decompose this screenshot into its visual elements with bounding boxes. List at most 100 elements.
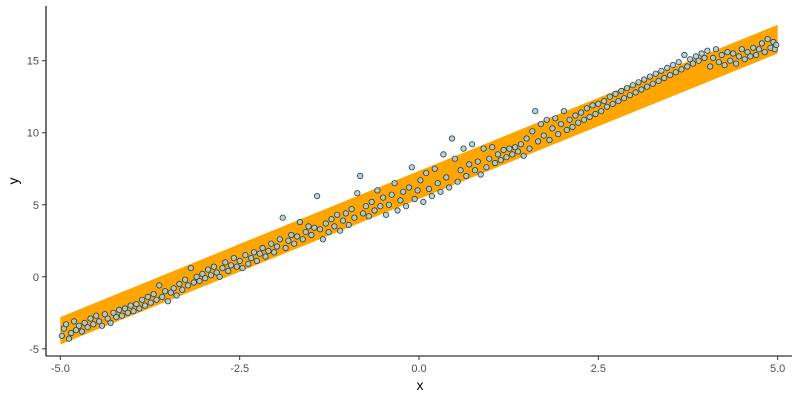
data-point xyxy=(90,321,97,328)
data-point xyxy=(259,244,266,252)
data-point xyxy=(136,305,143,312)
data-point xyxy=(331,223,338,230)
data-point xyxy=(270,249,278,256)
data-point xyxy=(471,167,479,174)
data-point xyxy=(153,296,160,303)
data-point xyxy=(629,82,636,89)
data-point xyxy=(600,98,608,105)
data-point xyxy=(546,136,553,144)
data-point xyxy=(741,56,748,63)
data-point xyxy=(511,144,519,151)
data-point xyxy=(334,211,341,218)
data-point xyxy=(675,59,682,66)
data-point xyxy=(187,264,194,272)
data-point xyxy=(514,148,522,155)
data-point xyxy=(755,46,763,53)
data-point xyxy=(101,311,108,318)
data-point xyxy=(549,125,556,132)
data-point xyxy=(560,108,568,115)
data-point xyxy=(649,80,656,87)
data-point xyxy=(443,174,450,181)
data-point xyxy=(440,151,447,158)
data-point xyxy=(491,159,499,167)
data-point xyxy=(666,72,674,79)
data-point xyxy=(107,319,114,326)
data-point xyxy=(116,306,123,313)
data-point xyxy=(182,276,189,283)
data-point xyxy=(199,270,206,277)
data-point xyxy=(537,121,545,128)
data-point xyxy=(477,171,484,178)
data-point xyxy=(253,257,260,264)
data-point xyxy=(414,187,421,194)
data-point xyxy=(463,172,470,180)
data-point xyxy=(517,141,525,148)
data-point xyxy=(641,76,648,83)
data-point xyxy=(468,141,476,148)
data-point xyxy=(773,41,780,49)
data-point xyxy=(529,128,536,135)
data-point xyxy=(313,193,321,200)
data-point xyxy=(65,335,73,342)
data-point xyxy=(598,108,605,115)
data-point xyxy=(159,293,166,300)
data-point xyxy=(322,220,329,227)
data-point xyxy=(62,321,70,328)
data-point xyxy=(612,90,619,98)
data-point xyxy=(635,79,642,86)
data-point xyxy=(219,264,226,272)
data-point xyxy=(718,51,725,59)
data-point xyxy=(532,108,539,115)
data-point xyxy=(311,224,318,231)
data-point xyxy=(709,54,717,62)
data-point xyxy=(626,92,634,99)
data-point xyxy=(704,47,711,54)
data-point xyxy=(460,145,467,152)
data-point xyxy=(118,312,126,319)
data-point xyxy=(423,170,430,177)
data-point xyxy=(385,201,392,208)
data-point xyxy=(305,223,312,230)
data-point xyxy=(282,244,289,252)
data-point xyxy=(405,184,413,191)
data-point xyxy=(250,249,258,256)
data-point xyxy=(661,74,668,82)
data-point xyxy=(328,216,335,223)
data-point xyxy=(68,329,75,337)
data-point xyxy=(228,262,235,269)
data-point xyxy=(732,60,740,67)
data-point xyxy=(210,263,217,270)
data-point xyxy=(345,221,352,228)
data-point xyxy=(98,322,106,329)
data-point xyxy=(268,240,275,247)
data-point xyxy=(698,50,705,57)
data-point xyxy=(121,305,129,312)
data-point xyxy=(262,253,269,260)
data-point xyxy=(664,64,671,72)
data-point xyxy=(176,280,183,288)
data-point xyxy=(130,308,137,315)
data-point xyxy=(632,89,639,96)
data-point xyxy=(402,203,410,210)
data-point xyxy=(236,257,243,264)
data-point xyxy=(451,155,458,162)
data-point xyxy=(379,194,387,201)
data-point xyxy=(474,158,481,165)
data-point xyxy=(397,197,404,204)
data-point xyxy=(758,40,766,47)
data-point xyxy=(190,279,197,286)
data-point xyxy=(695,57,702,64)
data-point xyxy=(291,240,298,247)
data-point xyxy=(672,69,679,76)
data-point xyxy=(761,48,768,56)
data-point xyxy=(595,100,602,108)
data-point xyxy=(339,217,347,224)
data-point xyxy=(81,319,88,326)
data-point xyxy=(184,282,192,289)
data-point xyxy=(534,138,542,145)
data-point xyxy=(316,226,324,233)
data-point xyxy=(655,77,662,85)
data-point xyxy=(170,285,177,292)
data-point xyxy=(242,252,249,259)
data-point xyxy=(124,309,131,316)
